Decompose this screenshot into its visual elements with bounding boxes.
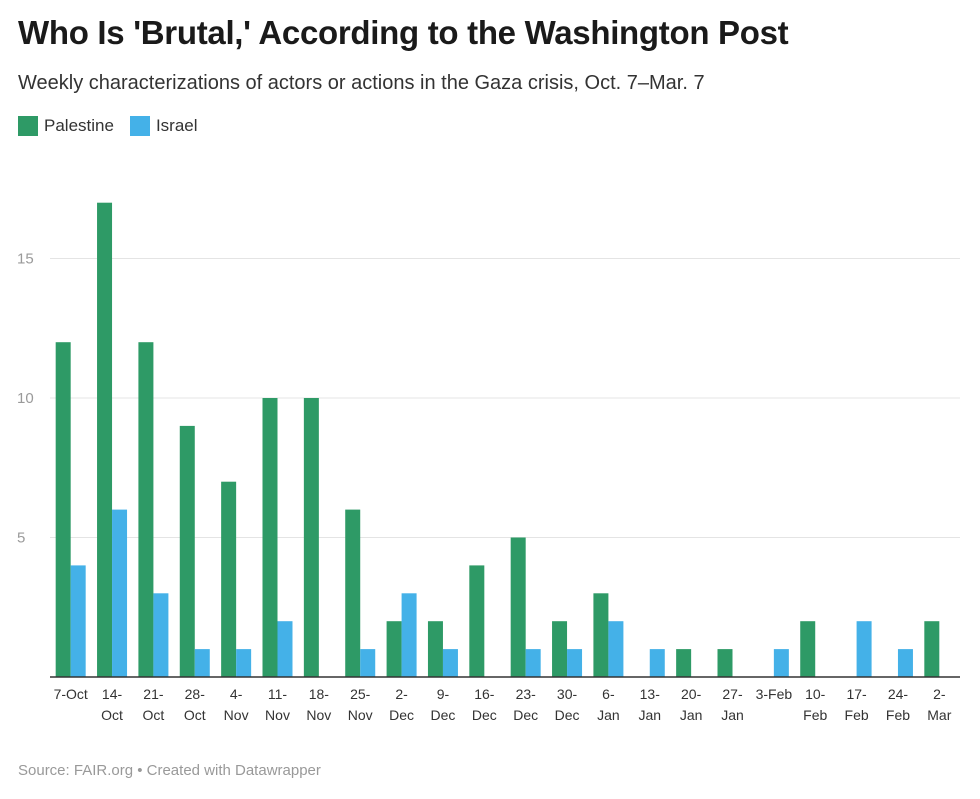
x-tick-label-8: 2-Dec (389, 686, 414, 723)
bar-palestine-0 (55, 342, 71, 677)
x-tick-label-10: 16-Dec (472, 686, 497, 723)
bar-israel-7 (360, 649, 376, 677)
x-tick-label-6: 18-Nov (306, 686, 331, 723)
bar-israel-5 (277, 621, 293, 677)
bar-israel-3 (194, 649, 210, 677)
x-tick-label-15: 20-Jan (680, 686, 703, 723)
bar-israel-20 (897, 649, 913, 677)
bar-palestine-16 (717, 649, 733, 677)
x-tick-label-9: 9-Dec (431, 686, 456, 723)
y-tick-label-10: 10 (17, 390, 34, 407)
x-tick-label-2: 21-Oct (143, 686, 165, 723)
x-tick-label-1: 14-Oct (101, 686, 123, 723)
y-tick-label-5: 5 (17, 530, 25, 547)
x-tick-label-18: 10-Feb (803, 686, 827, 723)
y-tick-label-15: 15 (17, 251, 34, 268)
x-tick-label-11: 23-Dec (513, 686, 538, 723)
bar-israel-19 (856, 621, 872, 677)
bar-israel-9 (442, 649, 458, 677)
bar-palestine-21 (924, 621, 940, 677)
x-tick-label-5: 11-Nov (265, 686, 290, 723)
bar-israel-0 (70, 565, 86, 677)
x-tick-label-14: 13-Jan (638, 686, 661, 723)
bar-palestine-12 (552, 621, 568, 677)
legend-item-palestine: Palestine (18, 116, 114, 136)
bar-palestine-13 (593, 593, 609, 677)
bar-palestine-1 (97, 202, 113, 677)
x-tick-label-0: 7-Oct (54, 686, 88, 702)
x-tick-label-13: 6-Jan (597, 686, 620, 723)
legend-item-israel: Israel (129, 116, 198, 136)
bar-israel-14 (649, 649, 665, 677)
bar-israel-17 (773, 649, 789, 677)
bar-israel-8 (401, 593, 417, 677)
bar-chart: 5 10 15 7-Oct 14-Oct 21-Oct 28-Oct 4-Nov 11-Nov 1… (17, 202, 960, 723)
bar-palestine-9 (427, 621, 443, 677)
chart-title: Who Is 'Brutal,' According to the Washin… (18, 14, 789, 51)
x-tick-label-7: 25-Nov (348, 686, 373, 723)
bar-palestine-18 (800, 621, 816, 677)
bar-israel-13 (608, 621, 624, 677)
x-tick-label-12: 30-Dec (555, 686, 580, 723)
bar-israel-12 (567, 649, 583, 677)
x-tick-label-21: 2-Mar (927, 686, 951, 723)
x-tick-label-17: 3-Feb (756, 686, 793, 702)
bar-israel-2 (153, 593, 169, 677)
x-tick-label-3: 28-Oct (184, 686, 206, 723)
bar-palestine-2 (138, 342, 154, 677)
legend-swatch-palestine (18, 116, 38, 136)
legend: Palestine Israel (18, 116, 214, 136)
legend-swatch-israel (129, 116, 150, 136)
source-note: Source: FAIR.org • Created with Datawrap… (18, 762, 321, 779)
bar-palestine-10 (469, 565, 485, 677)
x-tick-label-19: 17-Feb (845, 686, 869, 723)
legend-label-israel: Israel (155, 116, 198, 135)
bar-palestine-11 (510, 537, 526, 677)
bar-palestine-8 (386, 621, 402, 677)
x-tick-label-20: 24-Feb (886, 686, 910, 723)
x-tick-label-4: 4-Nov (224, 686, 249, 723)
bar-israel-1 (112, 509, 128, 677)
chart-subtitle: Weekly characterizations of actors or ac… (18, 72, 705, 94)
bar-palestine-15 (676, 649, 692, 677)
legend-label-palestine: Palestine (44, 116, 114, 135)
bar-palestine-6 (303, 398, 319, 677)
bar-palestine-4 (221, 481, 237, 677)
bar-israel-11 (525, 649, 541, 677)
bar-palestine-3 (179, 425, 195, 677)
bar-palestine-7 (345, 509, 361, 677)
x-tick-label-16: 27-Jan (721, 686, 744, 723)
bar-israel-4 (236, 649, 252, 677)
bar-palestine-5 (262, 398, 278, 677)
